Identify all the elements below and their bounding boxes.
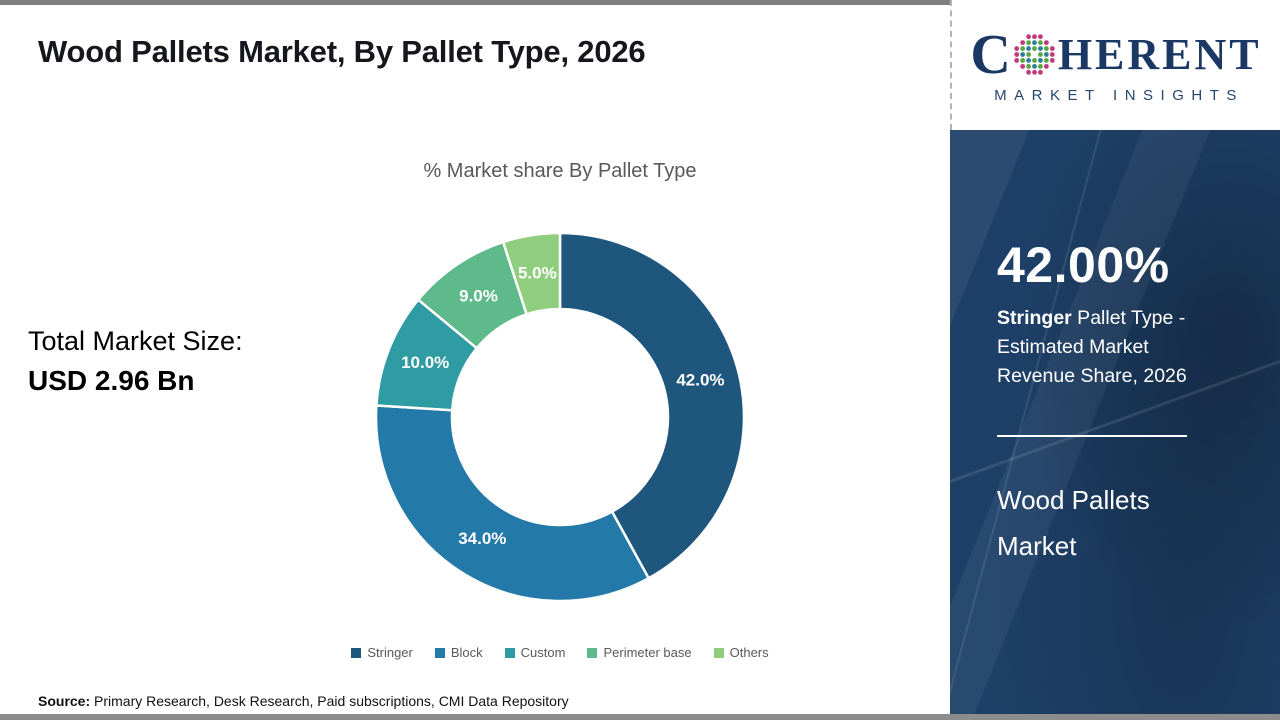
page-title: Wood Pallets Market, By Pallet Type, 202… bbox=[38, 34, 646, 69]
sidebar-divider bbox=[997, 435, 1187, 437]
sidebar-market-name: Wood Pallets Market bbox=[997, 477, 1240, 569]
legend-swatch bbox=[587, 647, 598, 658]
slice-data-label: 34.0% bbox=[458, 529, 506, 548]
top-border-bar bbox=[0, 0, 1280, 5]
legend-item-perimeter-base: Perimeter base bbox=[587, 645, 692, 660]
legend-label: Others bbox=[729, 645, 769, 660]
total-market-size: Total Market Size: USD 2.96 Bn bbox=[28, 326, 243, 397]
legend-swatch bbox=[713, 647, 724, 658]
logo-subtitle: MARKET INSIGHTS bbox=[994, 86, 1244, 104]
legend-item-custom: Custom bbox=[504, 645, 566, 660]
source-text: Primary Research, Desk Research, Paid su… bbox=[90, 693, 569, 709]
logo-letter-c: C bbox=[970, 23, 1011, 86]
brand-logo-wordmark: C HERENT bbox=[970, 27, 1261, 83]
slice-data-label: 42.0% bbox=[676, 370, 724, 389]
legend-label: Stringer bbox=[367, 645, 413, 660]
highlight-sidebar: 42.00% Stringer Pallet Type - Estimated … bbox=[950, 130, 1280, 714]
legend-label: Block bbox=[450, 645, 483, 660]
donut-slice-stringer bbox=[558, 231, 746, 580]
logo-globe-dots-icon bbox=[1014, 34, 1055, 75]
highlight-description-rest: Pallet Type - Estimated Market Revenue S… bbox=[997, 307, 1187, 387]
total-market-size-value: USD 2.96 Bn bbox=[28, 365, 195, 396]
slice-data-label: 10.0% bbox=[401, 353, 449, 372]
donut-chart-svg: 42.0% 34.0% 10.0% 9.0% 5.0% bbox=[374, 231, 746, 603]
sidebar-market-name-line2: Market bbox=[997, 531, 1077, 561]
sidebar-content: 42.00% Stringer Pallet Type - Estimated … bbox=[950, 130, 1280, 569]
highlight-description: Stringer Pallet Type - Estimated Market … bbox=[997, 304, 1222, 391]
legend-swatch bbox=[434, 647, 445, 658]
slice-data-label: 5.0% bbox=[518, 263, 557, 282]
donut-chart: 42.0% 34.0% 10.0% 9.0% 5.0% bbox=[373, 230, 747, 604]
brand-logo: C HERENT MARKET INSIGHTS bbox=[950, 0, 1280, 130]
legend-swatch bbox=[351, 647, 362, 658]
legend-item-others: Others bbox=[713, 645, 769, 660]
source-note: Source: Primary Research, Desk Research,… bbox=[38, 693, 569, 709]
highlight-segment-name: Stringer bbox=[997, 307, 1072, 329]
highlight-percentage: 42.00% bbox=[997, 237, 1170, 293]
slice-data-label: 9.0% bbox=[459, 287, 498, 306]
legend-swatch bbox=[504, 647, 515, 658]
donut-slice-block bbox=[374, 404, 651, 603]
donut-slice-others bbox=[501, 231, 562, 316]
chart-legend: Stringer Block Custom Perimeter base Others bbox=[170, 645, 950, 660]
legend-label: Custom bbox=[520, 645, 566, 660]
legend-label: Perimeter base bbox=[603, 645, 692, 660]
legend-item-block: Block bbox=[434, 645, 483, 660]
source-label: Source: bbox=[38, 693, 91, 709]
total-market-size-label: Total Market Size: bbox=[28, 326, 243, 356]
logo-letters-rest: HERENT bbox=[1057, 29, 1262, 79]
chart-title: % Market share By Pallet Type bbox=[423, 160, 697, 182]
sidebar-market-name-line1: Wood Pallets bbox=[997, 485, 1150, 515]
legend-item-stringer: Stringer bbox=[351, 645, 413, 660]
bottom-border-bar bbox=[0, 714, 1280, 720]
